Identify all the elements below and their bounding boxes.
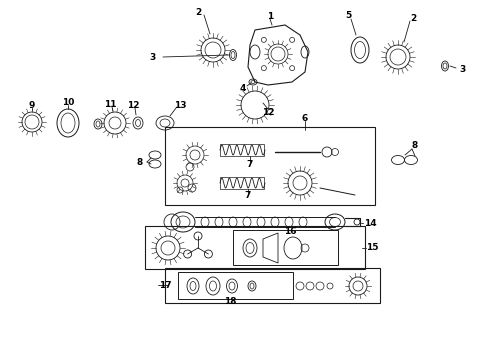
Text: 2: 2 [410, 14, 416, 23]
Text: 12: 12 [262, 108, 274, 117]
Text: 13: 13 [174, 100, 186, 109]
Bar [165, 127, 375, 205]
Text: 5: 5 [345, 10, 351, 19]
Text: 7: 7 [247, 159, 253, 168]
Text: 16: 16 [284, 228, 296, 237]
Text: 2: 2 [195, 8, 201, 17]
Text: 4: 4 [240, 84, 246, 93]
Bar [233, 230, 338, 265]
Text: 9: 9 [29, 100, 35, 109]
Text: 7: 7 [245, 190, 251, 199]
Text: 10: 10 [62, 98, 74, 107]
Text: 11: 11 [104, 99, 116, 108]
Text: 3: 3 [149, 53, 155, 62]
Text: 12: 12 [127, 100, 139, 109]
Bar [145, 226, 365, 269]
Text: 1: 1 [267, 12, 273, 21]
Bar [165, 268, 380, 303]
Text: 18: 18 [224, 297, 236, 306]
Bar [178, 272, 293, 299]
Text: 8: 8 [137, 158, 143, 166]
Text: 6: 6 [302, 113, 308, 122]
Text: 15: 15 [366, 243, 378, 252]
Text: 3: 3 [459, 64, 465, 73]
Text: 8: 8 [412, 140, 418, 149]
Bar [220, 144, 264, 156]
Text: 14: 14 [364, 219, 376, 228]
Text: 17: 17 [159, 280, 171, 289]
Bar [220, 177, 264, 189]
